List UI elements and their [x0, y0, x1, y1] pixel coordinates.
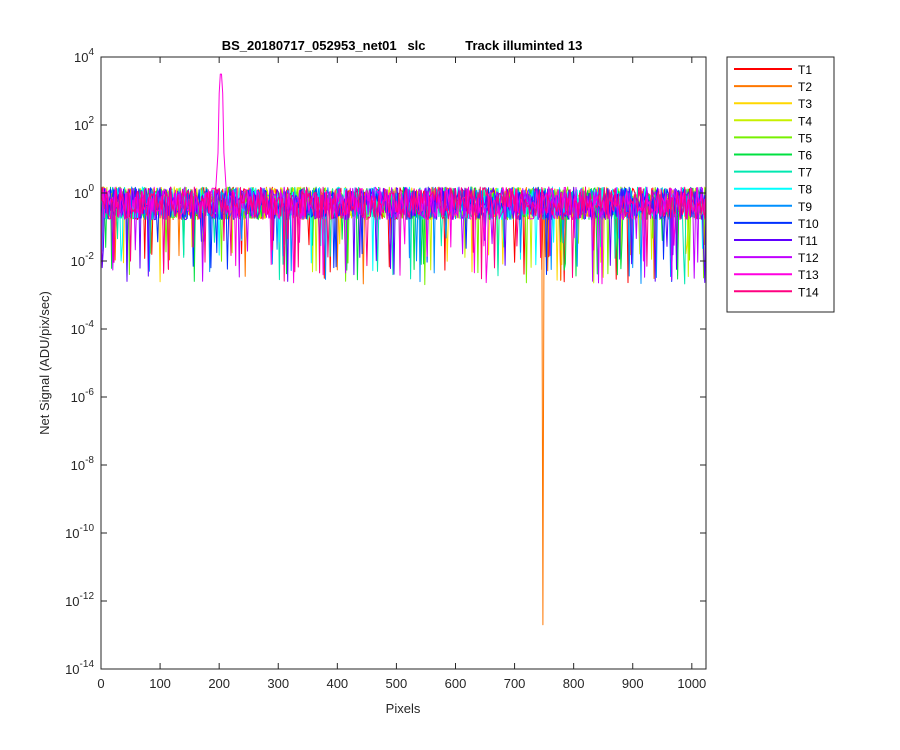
- y-tick-exponent: -12: [80, 591, 95, 602]
- legend[interactable]: T1 T2 T3 T4 T5 T6 T7 T8 T9 T10 T11 T12 T13 T14: [726, 56, 835, 313]
- y-tick-label: 10-4: [71, 319, 95, 337]
- ticks-layer: 0 100 200 300 400 500 600 700 800 900 100010-1410-…: [65, 47, 706, 691]
- legend-item-t11[interactable]: T11: [734, 234, 818, 248]
- axes-frame: [100, 56, 707, 670]
- y-tick-label: 10-12: [65, 591, 94, 609]
- legend-item-t2[interactable]: T2: [734, 80, 812, 94]
- y-tick-base: 10: [74, 186, 88, 201]
- x-tick-label: 100: [149, 676, 171, 691]
- x-tick-label: 400: [326, 676, 348, 691]
- plot-area: 0 100 200 300 400 500 600 700 800 900 100010-1410-…: [65, 47, 707, 691]
- legend-label: T2: [798, 80, 812, 94]
- y-tick-label: 100: [74, 183, 94, 201]
- legend-label: T7: [798, 166, 812, 180]
- y-tick-label: 10-14: [65, 659, 94, 677]
- legend-item-t5[interactable]: T5: [734, 131, 812, 145]
- legend-item-t13[interactable]: T13: [734, 268, 819, 282]
- legend-label: T6: [798, 149, 812, 163]
- x-tick-label: 0: [97, 676, 104, 691]
- legend-label: T5: [798, 131, 812, 145]
- x-tick-label: 900: [622, 676, 644, 691]
- legend-item-t14[interactable]: T14: [734, 285, 819, 299]
- y-tick-base: 10: [65, 526, 79, 541]
- legend-label: T13: [798, 268, 819, 282]
- x-tick-label: 1000: [677, 676, 706, 691]
- y-tick-label: 102: [74, 115, 94, 133]
- legend-item-t8[interactable]: T8: [734, 183, 812, 197]
- y-tick-label: 104: [74, 47, 94, 65]
- legend-box: [726, 56, 835, 313]
- x-axis-label: Pixels: [386, 701, 421, 716]
- legend-label: T9: [798, 200, 812, 214]
- legend-item-t7[interactable]: T7: [734, 166, 812, 180]
- y-tick-exponent: -2: [85, 251, 94, 262]
- legend-item-t1[interactable]: T1: [734, 63, 812, 77]
- y-tick-label: 10-2: [71, 251, 95, 269]
- y-tick-base: 10: [65, 594, 79, 609]
- legend-items: T1 T2 T3 T4 T5 T6 T7 T8 T9 T10 T11 T12 T13 T14: [734, 63, 819, 299]
- y-tick-base: 10: [74, 50, 88, 65]
- legend-item-t12[interactable]: T12: [734, 251, 819, 265]
- y-tick-base: 10: [65, 662, 79, 677]
- x-tick-label: 600: [445, 676, 467, 691]
- legend-label: T11: [798, 234, 818, 248]
- chart-title: BS_20180717_052953_net01 slc Track illum…: [222, 38, 583, 53]
- legend-item-t9[interactable]: T9: [734, 200, 812, 214]
- legend-item-t6[interactable]: T6: [734, 149, 812, 163]
- y-tick-label: 10-10: [65, 523, 94, 541]
- y-tick-base: 10: [71, 458, 85, 473]
- legend-label: T14: [798, 285, 819, 299]
- y-tick-exponent: 4: [88, 47, 94, 58]
- x-tick-label: 700: [504, 676, 526, 691]
- y-tick-exponent: 2: [88, 115, 94, 126]
- x-tick-label: 300: [267, 676, 289, 691]
- y-tick-base: 10: [71, 322, 85, 337]
- series-layer: [101, 73, 706, 626]
- legend-label: T1: [798, 63, 812, 77]
- y-tick-label: 10-6: [71, 387, 95, 405]
- axes-box: [101, 57, 706, 669]
- y-tick-exponent: -8: [85, 455, 94, 466]
- legend-item-t3[interactable]: T3: [734, 97, 812, 111]
- x-tick-label: 800: [563, 676, 585, 691]
- y-tick-base: 10: [74, 118, 88, 133]
- legend-label: T12: [798, 251, 819, 265]
- legend-label: T4: [798, 114, 812, 128]
- series-line-t14: [101, 186, 706, 282]
- y-tick-exponent: -6: [85, 387, 94, 398]
- y-tick-base: 10: [71, 254, 85, 269]
- y-tick-exponent: 0: [88, 183, 94, 194]
- y-axis-label: Net Signal (ADU/pix/sec): [37, 291, 52, 435]
- y-tick-label: 10-8: [71, 455, 95, 473]
- legend-item-t10[interactable]: T10: [734, 217, 819, 231]
- y-tick-exponent: -14: [80, 659, 95, 670]
- legend-label: T8: [798, 183, 812, 197]
- y-tick-base: 10: [71, 390, 85, 405]
- legend-item-t4[interactable]: T4: [734, 114, 812, 128]
- y-tick-exponent: -10: [80, 523, 95, 534]
- y-tick-exponent: -4: [85, 319, 94, 330]
- x-tick-label: 200: [208, 676, 230, 691]
- legend-label: T3: [798, 97, 812, 111]
- legend-label: T10: [798, 217, 819, 231]
- x-tick-label: 500: [386, 676, 408, 691]
